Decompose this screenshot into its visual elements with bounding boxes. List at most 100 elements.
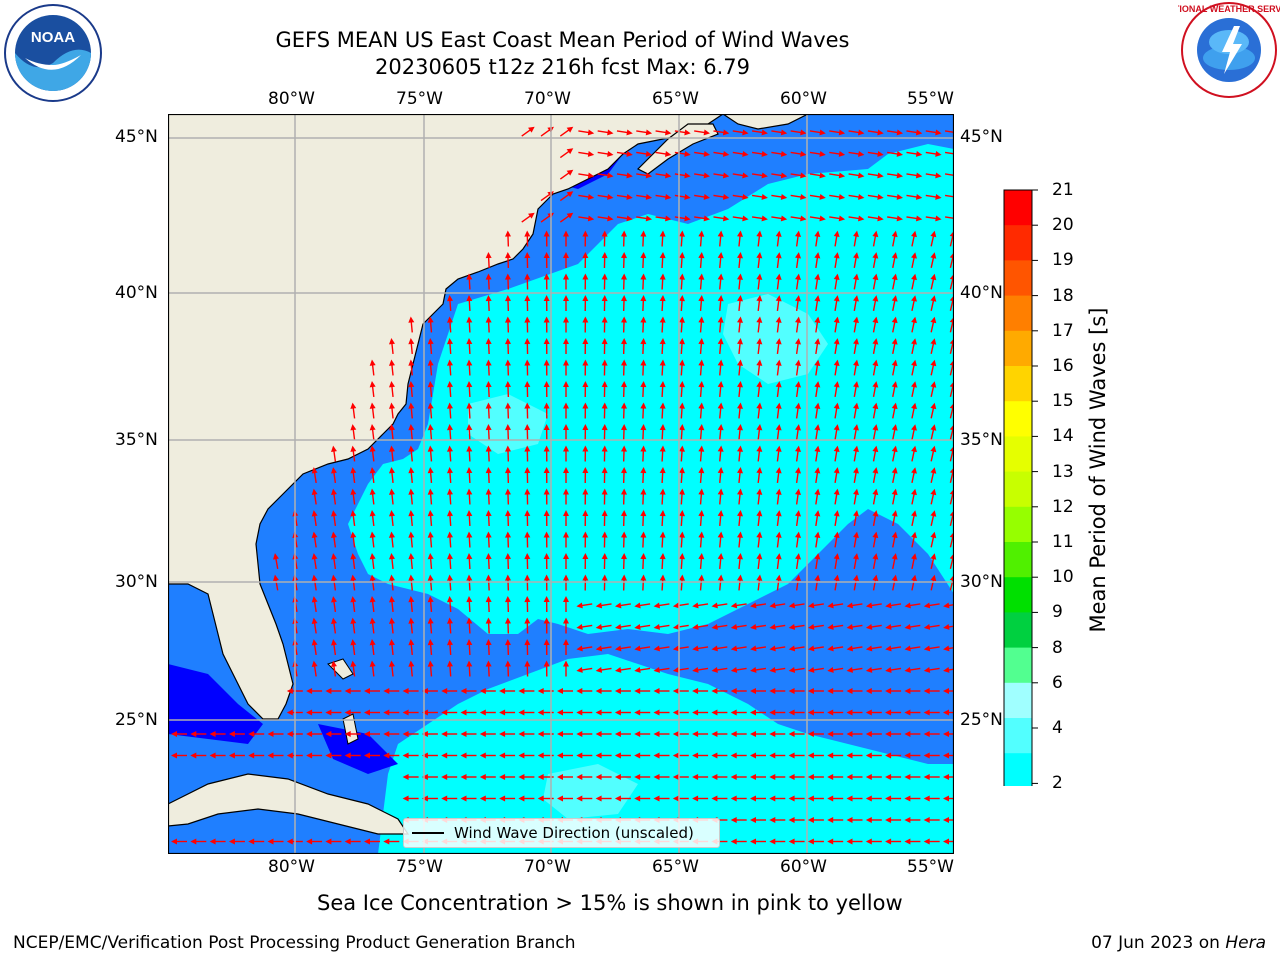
wave-direction-arrow [809,129,826,136]
wave-direction-arrow [446,531,453,548]
wave-direction-arrow [621,424,627,441]
wave-direction-arrow [853,553,859,570]
wave-direction-arrow [769,838,786,845]
colorbar-segment [1004,612,1032,649]
wave-direction-arrow [621,359,627,376]
wave-direction-arrow [621,574,627,591]
wave-direction-arrow [446,553,453,570]
wave-direction-arrow [389,510,395,527]
wave-direction-arrow [930,252,937,268]
wave-direction-arrow [576,645,593,652]
wave-direction-arrow [659,467,666,484]
wave-direction-arrow [659,510,666,527]
wave-direction-arrow [636,150,653,157]
wave-direction-arrow [485,639,492,656]
wave-direction-arrow [595,624,612,630]
wave-direction-arrow [524,617,531,634]
wave-direction-arrow [350,574,357,591]
wave-direction-arrow [273,553,279,570]
wave-direction-arrow [209,731,226,737]
wave-direction-arrow [833,553,840,570]
lat-label-right: 30°N [960,572,1003,592]
lat-label-right: 40°N [960,283,1003,303]
wave-direction-arrow [446,359,453,376]
map-border [167,113,955,855]
wave-direction-arrow [769,731,786,737]
wave-direction-arrow [636,215,653,222]
wave-direction-arrow [543,230,550,247]
wave-direction-arrow [679,295,685,312]
wave-direction-arrow [634,774,651,780]
wave-direction-arrow [891,295,898,312]
wave-direction-arrow [769,667,786,673]
wave-direction-arrow [711,624,728,630]
wave-direction-arrow [408,402,415,419]
wave-direction-arrow [717,488,724,505]
wave-direction-arrow [427,381,434,398]
wave-direction-arrow [756,402,763,419]
wave-direction-arrow [756,338,763,355]
wave-direction-arrow [171,731,187,737]
wave-direction-arrow [653,624,670,630]
wave-direction-arrow [872,488,879,505]
wave-direction-arrow [408,510,415,527]
wave-direction-arrow [485,660,492,677]
wave-direction-arrow [807,838,824,845]
wave-direction-arrow [369,488,376,505]
wave-direction-arrow [504,295,511,312]
wave-direction-arrow [408,660,415,677]
wave-direction-arrow [923,774,940,780]
wave-direction-arrow [582,359,589,376]
lon-label-top: 75°W [396,89,443,109]
wave-direction-arrow [653,774,670,780]
wave-direction-arrow [807,731,824,737]
wave-direction-arrow [601,488,608,505]
wave-direction-arrow [911,273,917,290]
wave-direction-arrow [350,445,357,462]
wave-direction-arrow [737,381,743,398]
wave-direction-arrow [692,774,709,780]
wave-direction-arrow [559,169,574,180]
wave-direction-arrow [846,731,863,737]
wave-direction-arrow [788,838,805,845]
wave-direction-arrow [795,273,801,290]
wave-direction-arrow [562,510,569,527]
wave-direction-arrow [827,667,844,673]
wave-direction-arrow [369,639,376,656]
colorbar [1000,186,1040,853]
wave-direction-arrow [872,424,879,441]
wave-direction-arrow [504,230,511,247]
wave-direction-arrow [248,731,265,737]
wave-direction-arrow [833,574,840,591]
wave-direction-arrow [911,402,917,419]
wave-direction-arrow [833,510,840,527]
colorbar-segment [1004,647,1032,684]
wave-direction-arrow [846,709,863,716]
map-legend: Wind Wave Direction (unscaled) [403,818,720,848]
colorbar-segment [1004,366,1032,402]
wave-direction-arrow [485,510,492,527]
wave-direction-arrow [814,295,821,312]
wave-direction-arrow [402,709,419,716]
wave-direction-arrow [504,359,511,376]
wave-direction-arrow [846,645,863,652]
wave-direction-arrow [756,230,763,247]
wave-direction-arrow [904,602,921,609]
wave-direction-arrow [562,252,569,269]
colorbar-tick-label: 21 [1052,180,1074,200]
wave-direction-arrow [829,150,846,157]
wave-direction-arrow [369,574,376,591]
wave-direction-arrow [750,752,766,759]
wave-direction-arrow [750,795,766,802]
wave-direction-arrow [659,531,666,548]
wave-direction-arrow [543,295,550,312]
wave-direction-arrow [848,215,865,222]
colorbar-segment [1004,718,1032,754]
wave-direction-arrow [756,488,763,505]
wave-direction-arrow [421,688,438,694]
land-north-america [168,114,725,720]
wave-direction-arrow [344,752,361,759]
wave-direction-arrow [943,602,954,609]
wave-direction-arrow [865,838,882,845]
lat-label-right: 25°N [960,710,1003,730]
